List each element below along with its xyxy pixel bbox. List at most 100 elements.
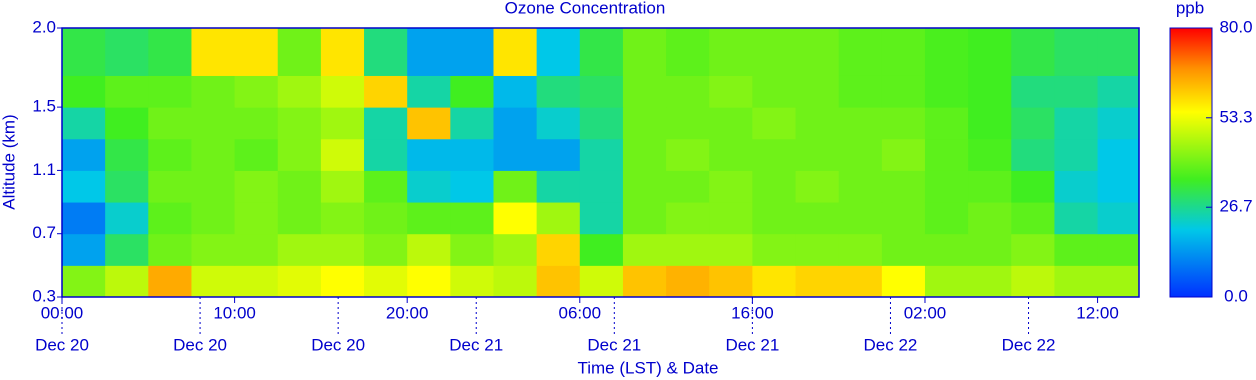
heat-cell [752,28,796,76]
heat-cell [882,139,926,171]
heat-cell [235,28,279,76]
heat-cell [796,75,840,107]
heat-cell [752,202,796,234]
heat-cell [493,75,537,107]
heat-cell [839,265,883,297]
heat-cell [62,234,106,266]
heat-cell [925,107,969,139]
heat-cell [450,265,494,297]
heat-cell [493,139,537,171]
heat-cell [235,265,279,297]
heat-cell [278,28,322,76]
heatmap [62,28,1140,298]
heat-cell [278,265,322,297]
heat-cell [709,139,753,171]
heat-cell [1098,139,1140,171]
date-tick-label: Dec 21 [449,335,503,354]
heat-cell [450,75,494,107]
heat-cell [278,202,322,234]
heat-cell [1011,202,1055,234]
heat-cell [493,28,537,76]
heat-cell [191,234,235,266]
heat-cell [62,265,106,297]
heat-cell [623,202,667,234]
heat-cell [364,75,408,107]
heat-cell [968,107,1012,139]
chart-title: Ozone Concentration [505,0,666,17]
heat-cell [839,107,883,139]
heat-cell [191,202,235,234]
heat-cell [278,75,322,107]
heat-cell [1098,234,1140,266]
heat-cell [105,234,149,266]
heat-cell [1054,139,1098,171]
heat-cell [752,265,796,297]
heat-cell [278,234,322,266]
heat-cell [148,107,192,139]
heat-cell [105,139,149,171]
heat-cell [925,139,969,171]
heat-cell [968,28,1012,76]
heat-cell [1011,75,1055,107]
y-tick-label: 2.0 [32,17,56,36]
heat-cell [321,234,365,266]
heat-cell [925,202,969,234]
heat-cell [105,202,149,234]
heat-cell [1098,107,1140,139]
heat-cell [709,107,753,139]
heat-cell [407,107,451,139]
heat-cell [364,265,408,297]
heat-cell [148,28,192,76]
heat-cell [235,139,279,171]
heat-cell [709,202,753,234]
heat-cell [62,202,106,234]
heat-cell [493,170,537,202]
heat-cell [709,234,753,266]
heat-cell [321,170,365,202]
heat-cell [537,170,581,202]
heat-cell [62,139,106,171]
heat-cell [148,202,192,234]
date-tick-label: Dec 20 [311,335,365,354]
heat-cell [191,170,235,202]
heat-cell [407,139,451,171]
heat-cell [407,234,451,266]
heat-cell [925,170,969,202]
heat-cell [450,28,494,76]
date-tick-label: Dec 22 [864,335,918,354]
x-tick-label: 12:00 [1076,303,1119,322]
heat-cell [796,107,840,139]
colorbar-tick-label: 0.0 [1224,286,1248,305]
heat-cell [623,170,667,202]
heat-cell [882,28,926,76]
heat-cell [105,107,149,139]
heat-cell [1054,202,1098,234]
heat-cell [1054,28,1098,76]
heat-cell [321,75,365,107]
heat-cell [537,234,581,266]
heat-cell [580,170,624,202]
heat-cell [493,107,537,139]
heat-cell [364,28,408,76]
heat-cell [1054,107,1098,139]
heat-cell [925,265,969,297]
heat-cell [752,139,796,171]
heat-cell [235,202,279,234]
heat-cell [925,75,969,107]
heat-cell [752,107,796,139]
heat-cell [148,234,192,266]
heat-cell [235,107,279,139]
heat-cell [191,107,235,139]
heat-cell [537,265,581,297]
heat-cell [537,75,581,107]
heat-cell [839,28,883,76]
heat-cell [148,75,192,107]
heat-cell [968,75,1012,107]
heat-cell [1011,28,1055,76]
heat-cell [709,75,753,107]
heat-cell [623,139,667,171]
heat-cell [666,202,710,234]
heat-cell [191,265,235,297]
heat-cell [623,265,667,297]
heat-cell [839,170,883,202]
